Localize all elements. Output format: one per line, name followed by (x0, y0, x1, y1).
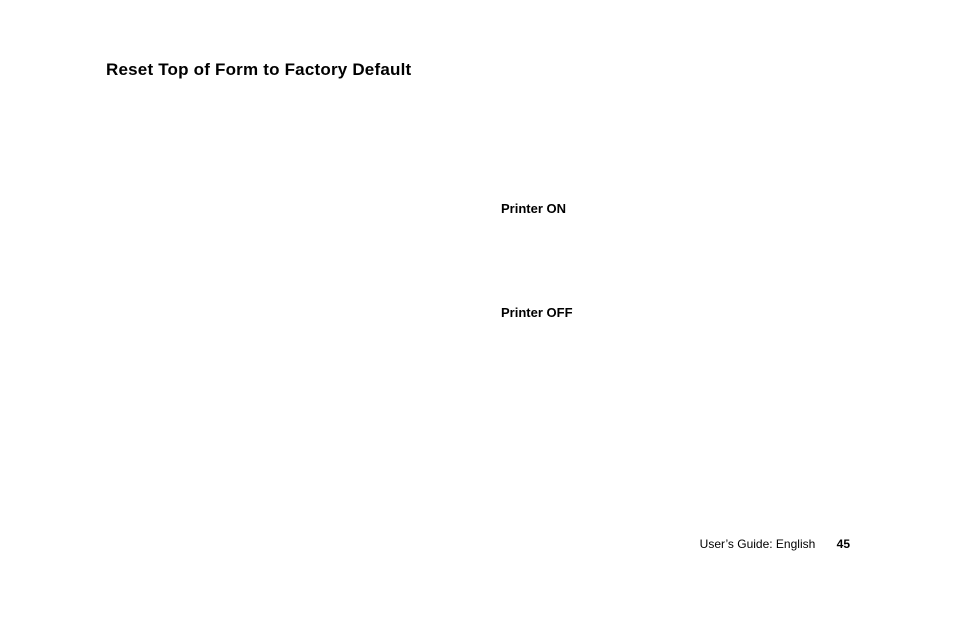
printer-off-label: Printer OFF (501, 305, 573, 320)
footer-guide-text: User’s Guide: English (700, 537, 816, 551)
printer-on-label: Printer ON (501, 201, 566, 216)
page-footer: User’s Guide: English 45 (700, 537, 850, 551)
page-heading: Reset Top of Form to Factory Default (106, 60, 411, 80)
footer-page-number: 45 (837, 537, 850, 551)
